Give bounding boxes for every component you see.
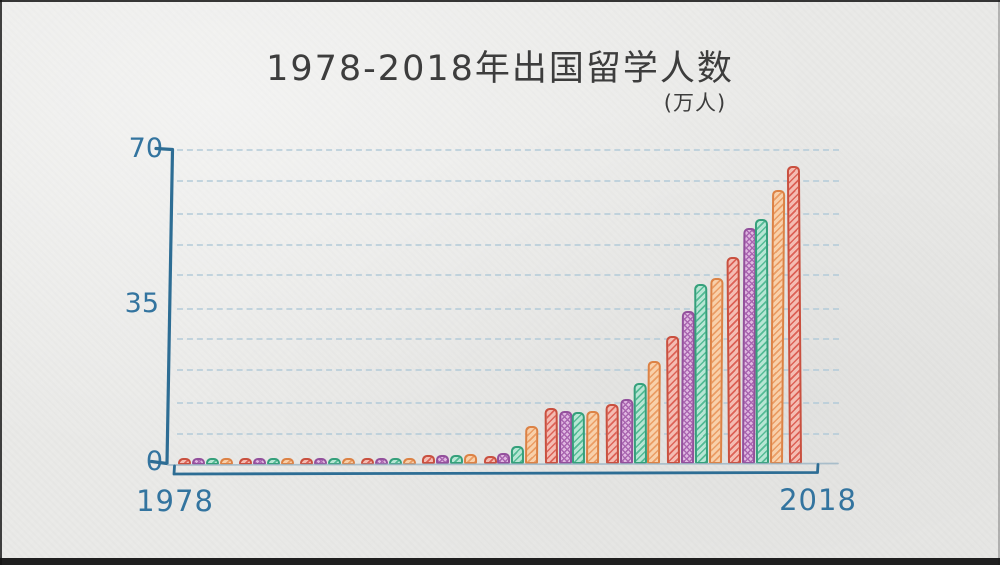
gridline [177,213,839,215]
bar-2001 [525,426,538,465]
bar-2005 [586,410,600,465]
bar-2009 [647,360,661,465]
bar-1998 [483,456,496,465]
y-tick-label-70: 70 [128,133,163,164]
gridline [177,432,839,435]
gridline [177,274,839,276]
bar-2012 [693,284,708,465]
gridline [177,149,839,151]
bar-2013 [708,277,723,465]
bar-2007 [619,399,633,465]
bar-2000 [511,446,524,465]
bar-2002 [544,407,558,465]
y-tick-label-0: 0 [145,446,163,477]
bar-2014 [726,257,741,465]
frame-edge-top [0,0,1000,2]
frame-edge-right [998,0,1000,565]
frame-edge-bottom [0,558,1000,565]
bar-2015 [741,228,756,465]
unit-label: (万人) [663,91,727,115]
bar-1982 [239,457,252,465]
bar-1984 [266,457,280,465]
bar-1999 [497,453,510,465]
bar-2003 [558,411,572,465]
bar-2016 [754,218,769,465]
bar-1992 [389,457,402,465]
chart-title: 1978-2018年出国留学人数 [266,49,734,89]
bar-2011 [680,311,695,465]
bar-2010 [665,335,680,465]
bar-1996 [450,454,463,465]
gridline [177,402,839,404]
bar-1988 [327,457,341,465]
gridline [177,338,839,340]
bar-1979 [191,457,205,465]
bar-2004 [572,412,585,465]
bar-2018 [786,166,802,465]
bar-2006 [605,403,619,465]
bar-1989 [341,457,355,465]
bar-2017 [769,190,785,465]
bar-1991 [375,457,388,465]
gridline [177,179,839,182]
x-tick-label-2018: 2018 [779,483,857,517]
bar-1995 [436,454,449,465]
y-tick-label-35: 35 [124,288,159,319]
x-tick-label-1978: 1978 [136,484,214,518]
gridline [177,368,839,371]
bar-1986 [300,457,313,465]
bar-1987 [314,457,327,465]
bar-1993 [403,457,416,465]
bar-1981 [219,457,233,465]
bar-1980 [205,457,219,465]
gridline [177,243,839,246]
bar-1997 [464,453,477,465]
gridline [177,307,839,310]
bar-1990 [361,457,374,465]
frame-edge-left [0,0,2,565]
bar-1983 [253,457,266,465]
bar-1994 [422,455,435,465]
bar-1978 [177,457,191,465]
bar-1985 [280,457,294,465]
bar-2008 [633,383,646,465]
